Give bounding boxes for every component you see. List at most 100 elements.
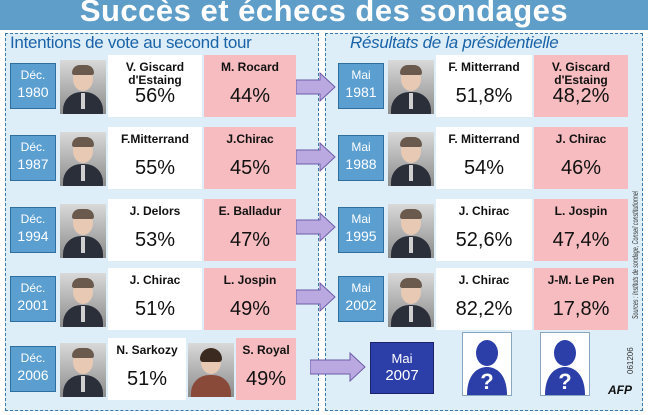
result-row: Mai 1995 J. Chirac 52,6% L. Jospin 47,4%: [338, 199, 636, 261]
result-row: Mai 1988 F. Mitterrand 54% J. Chirac 46%: [338, 127, 636, 189]
candidate-name: J. Chirac: [129, 273, 181, 287]
title-bar: Succès et échecs des sondages: [0, 0, 648, 30]
svg-text:061206: 061206: [626, 347, 635, 374]
candidate-percent: 51%: [134, 298, 176, 320]
candidate-name: F.Mitterrand: [120, 132, 189, 146]
result-date: Mai 1981: [338, 63, 384, 109]
result-date: Mai 1995: [338, 207, 384, 253]
result-date: Mai 2002: [338, 276, 384, 322]
result-candidate-2: J-M. Le Pen 17,8%: [534, 268, 628, 330]
candidate-percent: 49%: [245, 368, 287, 390]
candidate-name: J. Chirac: [458, 273, 510, 287]
result-candidate-1: F. Mitterrand 54%: [436, 127, 532, 189]
poll-candidate-1: V. Giscard d'Estaing 56%: [108, 55, 202, 117]
poll-date: Déc. 1994: [10, 207, 56, 253]
poll-date: Déc. 2001: [10, 276, 56, 322]
poll-candidate-1: F.Mitterrand 55%: [108, 127, 202, 189]
arrow-right-icon: [296, 282, 336, 312]
poll-row: Déc. 2001 J. Chirac 51% L. Jospin 49%: [10, 268, 296, 330]
candidate-name: S. Royal: [242, 343, 290, 357]
poll-candidate-1: N. Sarkozy 51%: [108, 338, 186, 400]
svg-text:Sources : Instituts de sondage: Sources : Instituts de sondage, Conseil …: [631, 191, 640, 319]
credit-logo: AFP: [608, 383, 632, 397]
arrow-right-icon: [296, 212, 336, 242]
candidate-percent: 52,6%: [455, 229, 513, 251]
candidate-percent: 47%: [229, 229, 271, 251]
candidate-percent: 46%: [560, 157, 602, 179]
poll-candidate-1: J. Chirac 51%: [108, 268, 202, 330]
result-date: Mai 1988: [338, 135, 384, 181]
result-candidate-2: L. Jospin 47,4%: [534, 199, 628, 261]
poll-date: Déc. 1980: [10, 63, 56, 109]
result-candidate-1: J. Chirac 82,2%: [436, 268, 532, 330]
unknown-candidate: ?: [540, 332, 590, 396]
candidate-name: J.Chirac: [226, 132, 274, 146]
question-mark: ?: [558, 369, 571, 394]
page-title: Succès et échecs des sondages: [79, 0, 569, 28]
result-candidate-2: V. Giscard d'Estaing 48,2%: [534, 55, 628, 117]
candidate-name: F. Mitterrand: [448, 132, 520, 146]
future-date: Mai 2007: [370, 342, 434, 394]
result-row: Mai 1981 F. Mitterrand 51,8% V. Giscard d'…: [338, 55, 636, 117]
candidate-name: L. Jospin: [223, 273, 277, 287]
candidate-photo: [388, 204, 434, 258]
candidate-percent: 48,2%: [552, 85, 610, 107]
poll-row: Déc. 1994 J. Delors 53% E. Balladur 47%: [10, 199, 296, 261]
candidate-name: J. Chirac: [458, 204, 510, 218]
arrow-right-icon: [310, 352, 366, 382]
poll-row: Déc. 1987 F.Mitterrand 55% J.Chirac 45%: [10, 127, 296, 189]
poll-candidate-2: L. Jospin 49%: [204, 268, 296, 330]
candidate-photo: [188, 343, 234, 397]
question-mark: ?: [480, 369, 493, 394]
candidate-name: V. Giscard d'Estaing: [125, 60, 185, 87]
poll-candidate-2: E. Balladur 47%: [204, 199, 296, 261]
candidate-percent: 53%: [134, 229, 176, 251]
result-row: Mai 2002 J. Chirac 82,2% J-M. Le Pen 17,8%: [338, 268, 636, 330]
candidate-percent: 55%: [134, 157, 176, 179]
candidate-percent: 47,4%: [552, 229, 610, 251]
result-candidate-1: J. Chirac 52,6%: [436, 199, 532, 261]
candidate-name: L. Jospin: [554, 204, 608, 218]
poll-candidate-2: M. Rocard 44%: [204, 55, 296, 117]
candidate-photo: [388, 60, 434, 114]
polls-heading: Intentions de vote au second tour: [10, 33, 252, 52]
arrow-right-icon: [296, 72, 336, 102]
candidate-photo: [388, 132, 434, 186]
candidate-photo: [60, 204, 106, 258]
candidate-name: J. Delors: [129, 204, 181, 218]
candidate-percent: 54%: [463, 157, 505, 179]
candidate-name: J-M. Le Pen: [547, 273, 615, 287]
candidate-photo: [60, 132, 106, 186]
poll-candidate-2: S. Royal 49%: [236, 338, 296, 400]
poll-date: Déc. 2006: [10, 346, 56, 392]
candidate-percent: 82,2%: [455, 298, 513, 320]
poll-candidate-1: J. Delors 53%: [108, 199, 202, 261]
poll-row: Déc. 2006 N. Sarkozy 51% S. Royal 49%: [10, 338, 296, 400]
candidate-photo: [60, 273, 106, 327]
result-candidate-1: F. Mitterrand 51,8%: [436, 55, 532, 117]
candidate-photo: [388, 273, 434, 327]
arrow-right-icon: [296, 142, 336, 172]
candidate-percent: 56%: [134, 85, 176, 107]
candidate-photo: [60, 343, 106, 397]
candidate-percent: 51%: [126, 368, 168, 390]
candidate-percent: 49%: [229, 298, 271, 320]
candidate-name: E. Balladur: [218, 204, 282, 218]
candidate-photo: [60, 60, 106, 114]
source-note: Sources : Instituts de sondage, Conseil …: [631, 191, 640, 319]
candidate-percent: 45%: [229, 157, 271, 179]
candidate-name: F. Mitterrand: [448, 60, 520, 74]
candidate-percent: 44%: [229, 85, 271, 107]
silhouette-icon: ?: [467, 340, 507, 395]
candidate-percent: 17,8%: [552, 298, 610, 320]
candidate-percent: 51,8%: [455, 85, 513, 107]
poll-row: Déc. 1980 V. Giscard d'Estaing 56% M. Roca…: [10, 55, 296, 117]
poll-candidate-2: J.Chirac 45%: [204, 127, 296, 189]
candidate-name: J. Chirac: [555, 132, 607, 146]
results-heading: Résultats de la présidentielle: [350, 33, 559, 52]
poll-date: Déc. 1987: [10, 135, 56, 181]
candidate-name: V. Giscard d'Estaing: [551, 60, 611, 87]
silhouette-icon: ?: [545, 340, 585, 395]
candidate-name: M. Rocard: [220, 60, 279, 74]
graphic-code: 061206: [626, 347, 635, 374]
